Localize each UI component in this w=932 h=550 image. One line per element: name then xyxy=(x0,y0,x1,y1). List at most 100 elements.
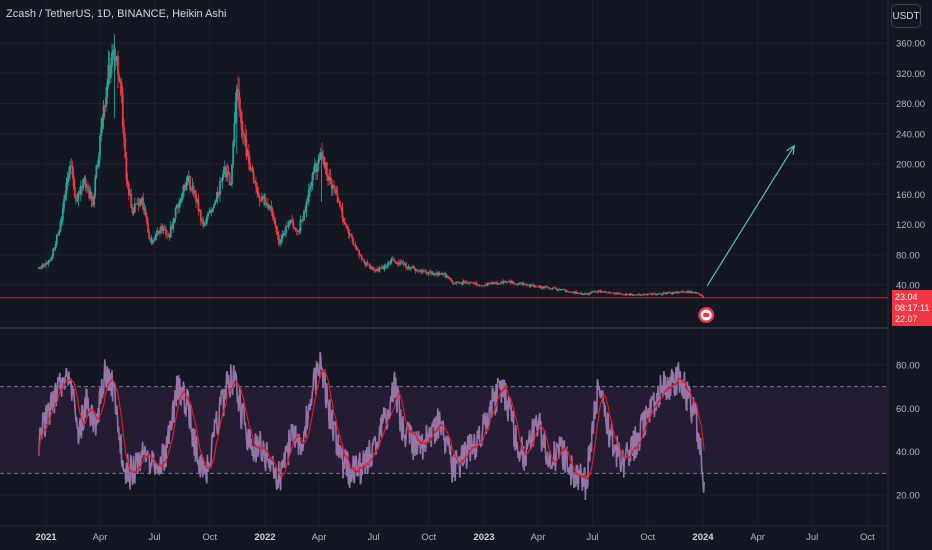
candle-body xyxy=(66,178,69,183)
x-tick-label: Oct xyxy=(640,532,655,543)
candle-body xyxy=(562,289,565,291)
candle-body xyxy=(419,271,422,273)
candle-body xyxy=(193,190,196,195)
candle-body xyxy=(377,269,380,271)
candle-body xyxy=(459,282,461,284)
candle-body xyxy=(537,286,539,288)
candle-body xyxy=(628,294,631,296)
candle-body xyxy=(244,134,247,139)
candle-body xyxy=(255,182,257,187)
candle-body xyxy=(210,209,213,212)
candle-body xyxy=(207,213,209,217)
candle-body xyxy=(373,269,376,272)
candle-body xyxy=(148,232,151,239)
candle-body xyxy=(633,294,635,296)
candle-body xyxy=(424,271,427,273)
candle-body xyxy=(508,281,511,283)
candle-body xyxy=(597,291,599,293)
candle-body xyxy=(130,194,133,208)
price-badge: 23.04 08:17:11 22.07 xyxy=(892,290,932,326)
candle-body xyxy=(622,294,625,296)
candle-body xyxy=(245,138,248,156)
candle-body xyxy=(251,168,254,173)
candle-body xyxy=(484,284,487,286)
candle-body xyxy=(544,286,547,288)
candle-body xyxy=(223,166,226,171)
candle-body xyxy=(559,289,562,291)
candle-body xyxy=(369,264,371,269)
candle-body xyxy=(501,282,503,284)
candle-body xyxy=(371,266,374,270)
candle-body xyxy=(402,262,405,265)
candle-body xyxy=(693,292,695,293)
candle-body xyxy=(609,292,611,293)
candle-body xyxy=(143,208,146,210)
candle-body xyxy=(112,49,115,53)
candle-body xyxy=(523,283,526,285)
candle-body xyxy=(132,212,135,214)
candle-body xyxy=(167,234,170,236)
candle-body xyxy=(702,296,705,298)
candle-body xyxy=(575,291,578,294)
candle-body xyxy=(447,275,449,279)
candle-body xyxy=(208,212,211,214)
candle-body xyxy=(474,282,477,284)
candle-body xyxy=(522,283,525,285)
candle-body xyxy=(281,234,284,239)
candle-body xyxy=(287,225,290,227)
candle-body xyxy=(443,273,446,275)
candle-body xyxy=(121,93,124,127)
candle-body xyxy=(141,197,143,199)
candle-body xyxy=(324,162,327,168)
candle-body xyxy=(683,292,686,293)
candle-body xyxy=(689,291,692,293)
candle-body xyxy=(171,225,173,230)
candle-body xyxy=(280,238,283,244)
candle-body xyxy=(675,291,677,294)
candle-body xyxy=(616,292,619,295)
candle-body xyxy=(431,273,434,275)
candle-body xyxy=(652,293,655,295)
candle-body xyxy=(637,294,640,296)
candle-body xyxy=(328,176,331,181)
candle-body xyxy=(657,293,659,295)
candle-body xyxy=(256,186,259,193)
candle-body xyxy=(521,283,524,285)
candle-body xyxy=(231,164,233,184)
candle-body xyxy=(178,201,181,208)
candle-body xyxy=(456,281,459,283)
candle-body xyxy=(439,273,442,274)
candle-body xyxy=(268,206,271,209)
candle-body xyxy=(483,285,485,287)
candle-body xyxy=(473,282,476,284)
candle-body xyxy=(679,292,682,294)
candle-body xyxy=(319,151,322,158)
candle-body xyxy=(337,201,340,203)
candle-body xyxy=(399,262,401,265)
candle-body xyxy=(465,281,467,283)
candle-body xyxy=(685,291,688,293)
candle-body xyxy=(82,179,85,189)
candle-body xyxy=(205,216,208,224)
candle-body xyxy=(329,176,332,180)
candle-body xyxy=(617,292,620,295)
candle-body xyxy=(365,262,368,266)
x-tick-label: Oct xyxy=(202,532,217,543)
candle-body xyxy=(243,134,245,136)
candle-body xyxy=(427,271,430,275)
rsi-lines xyxy=(38,351,705,501)
candle-body xyxy=(653,293,656,295)
candle-body xyxy=(309,186,311,190)
currency-button[interactable]: USDT xyxy=(891,4,921,28)
event-marker[interactable] xyxy=(698,307,715,323)
y-tick-label: 120.00 xyxy=(896,220,925,231)
candle-body xyxy=(444,273,447,278)
candle-body xyxy=(651,293,653,295)
candle-body xyxy=(661,293,664,295)
candle-body xyxy=(166,234,169,236)
candle-body xyxy=(669,292,671,294)
candle-body xyxy=(520,282,523,284)
candle-body xyxy=(307,189,310,202)
event-marker-glyph xyxy=(703,313,710,317)
